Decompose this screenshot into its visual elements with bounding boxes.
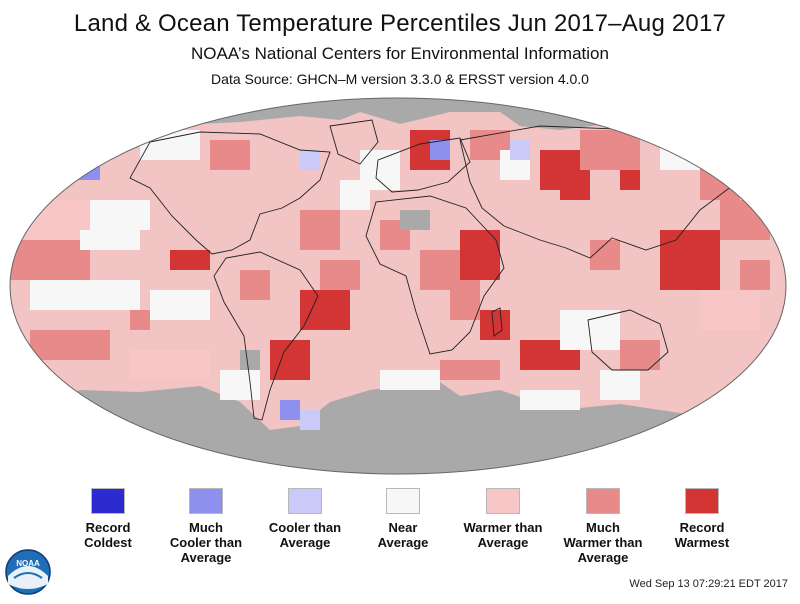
- continent-outlines: [129, 119, 741, 421]
- legend-label-much-warmer: Much Warmer than Average: [563, 520, 643, 565]
- legend-item-record-coldest: Record Coldest: [48, 488, 168, 550]
- anomaly-cell-much-warmer: [30, 330, 110, 360]
- data-source: Data Source: GHCN–M version 3.3.0 & ERSS…: [211, 71, 589, 87]
- legend-label-much-cooler: Much Cooler than Average: [169, 520, 243, 565]
- legend-label-record-coldest: Record Coldest: [84, 520, 132, 550]
- anomaly-cell-warmer: [130, 350, 210, 380]
- anomaly-cell-much-warmer: [440, 360, 500, 380]
- legend-swatch-cooler: [288, 488, 322, 514]
- anomaly-cell-near-average: [90, 200, 150, 230]
- anomaly-cell-much-warmer: [300, 210, 340, 250]
- australia-outline: [587, 309, 669, 371]
- legend-item-much-warmer: Much Warmer than Average: [543, 488, 663, 565]
- anomaly-cell-much-warmer: [130, 310, 150, 330]
- anomaly-cell-near-average: [220, 370, 260, 400]
- anomaly-cell-near-average: [560, 310, 620, 350]
- map-title: Land & Ocean Temperature Percentiles Jun…: [73, 10, 727, 37]
- globe-border: [9, 97, 787, 475]
- anomaly-cell-near-average: [660, 140, 700, 170]
- madagascar-outline: [491, 307, 503, 337]
- anomaly-cell-much-warmer: [720, 200, 770, 240]
- legend-label-warmer: Warmer than Average: [463, 520, 543, 550]
- north-america-outline: [129, 131, 331, 255]
- legend-item-much-cooler: Much Cooler than Average: [146, 488, 266, 565]
- anomaly-cell-record-warmest: [560, 170, 590, 200]
- anomaly-cell-near-average: [520, 390, 580, 410]
- world-map: [0, 90, 800, 480]
- legend-item-record-warmest: Record Warmest: [642, 488, 762, 550]
- south-america-outline: [213, 251, 319, 421]
- noaa-logo-text: NOAA: [16, 559, 40, 568]
- anomaly-cell-much-warmer: [10, 240, 90, 280]
- legend-swatch-much-cooler: [189, 488, 223, 514]
- anomaly-cell-much-warmer: [240, 270, 270, 300]
- noaa-logo-icon: NOAA: [4, 548, 52, 596]
- map-subtitle: NOAA’s National Centers for Environmenta…: [191, 44, 609, 63]
- anomaly-cell-near-average: [360, 150, 400, 190]
- legend-swatch-much-warmer: [586, 488, 620, 514]
- anomaly-cell-cooler: [300, 150, 320, 170]
- legend-label-near-average: Near Average: [377, 520, 429, 550]
- anomaly-cell-much-warmer: [580, 130, 640, 170]
- anomaly-cell-much-warmer: [450, 280, 480, 320]
- anomaly-cell-record-warmest: [660, 230, 720, 290]
- greenland-outline: [329, 119, 379, 165]
- legend-item-near-average: Near Average: [343, 488, 463, 550]
- anomaly-cell-cooler: [510, 140, 530, 160]
- anomaly-cell-near-average: [600, 370, 640, 400]
- anomaly-cell-much-cooler: [430, 140, 450, 160]
- anomaly-cell-near-average: [80, 230, 140, 250]
- anomaly-cell-much-warmer: [210, 140, 250, 170]
- anomaly-cell-much-warmer: [700, 160, 740, 200]
- legend-swatch-record-warmest: [685, 488, 719, 514]
- anomaly-cell-record-warmest: [460, 230, 500, 280]
- anomaly-cell-no-data: [240, 350, 260, 370]
- anomaly-cell-no-data: [400, 210, 430, 230]
- anomaly-cell-much-warmer: [590, 240, 620, 270]
- anomaly-cell-warmer: [700, 290, 760, 330]
- anomaly-cell-record-warmest: [270, 340, 310, 380]
- anomaly-cell-much-warmer: [740, 260, 770, 290]
- anomaly-cell-near-average: [380, 370, 440, 390]
- legend-item-cooler: Cooler than Average: [245, 488, 365, 550]
- timestamp: Wed Sep 13 07:29:21 EDT 2017: [629, 578, 788, 590]
- anomaly-cell-much-cooler: [60, 150, 100, 180]
- anomaly-cell-much-warmer: [620, 340, 660, 370]
- legend-label-cooler: Cooler than Average: [268, 520, 342, 550]
- anomaly-cell-cooler: [300, 410, 320, 430]
- world-map-svg: [9, 97, 787, 475]
- anomaly-cell-near-average: [30, 280, 140, 310]
- legend-swatch-record-coldest: [91, 488, 125, 514]
- legend-swatch-warmer: [486, 488, 520, 514]
- legend-label-record-warmest: Record Warmest: [674, 520, 730, 550]
- anomaly-cell-near-average: [140, 130, 200, 160]
- europe-outline: [375, 137, 471, 193]
- anomaly-cell-much-warmer: [320, 260, 360, 290]
- legend-swatch-near-average: [386, 488, 420, 514]
- anomaly-cell-record-warmest: [300, 290, 350, 330]
- legend: Record Coldest Much Cooler than Average …: [0, 488, 800, 578]
- noaa-logo-svg: NOAA: [5, 549, 51, 595]
- legend-item-warmer: Warmer than Average: [443, 488, 563, 550]
- africa-outline: [365, 195, 505, 355]
- anomaly-cell-much-cooler: [280, 400, 300, 420]
- anomaly-cell-near-average: [150, 290, 210, 320]
- anomaly-cell-record-warmest: [620, 170, 640, 190]
- anomaly-cell-record-warmest: [170, 250, 210, 270]
